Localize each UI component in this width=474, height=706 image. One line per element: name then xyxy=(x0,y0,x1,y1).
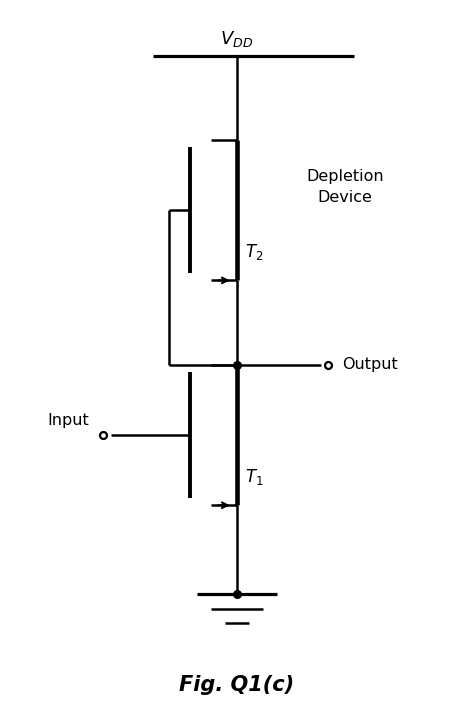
Text: Output: Output xyxy=(342,357,398,372)
Text: $V_{DD}$: $V_{DD}$ xyxy=(220,28,254,49)
Text: Fig. Q1(c): Fig. Q1(c) xyxy=(180,675,294,695)
Text: $T_1$: $T_1$ xyxy=(246,467,264,487)
Text: Input: Input xyxy=(48,414,90,429)
Text: Depletion
Device: Depletion Device xyxy=(306,169,383,205)
Text: $T_2$: $T_2$ xyxy=(246,242,264,263)
